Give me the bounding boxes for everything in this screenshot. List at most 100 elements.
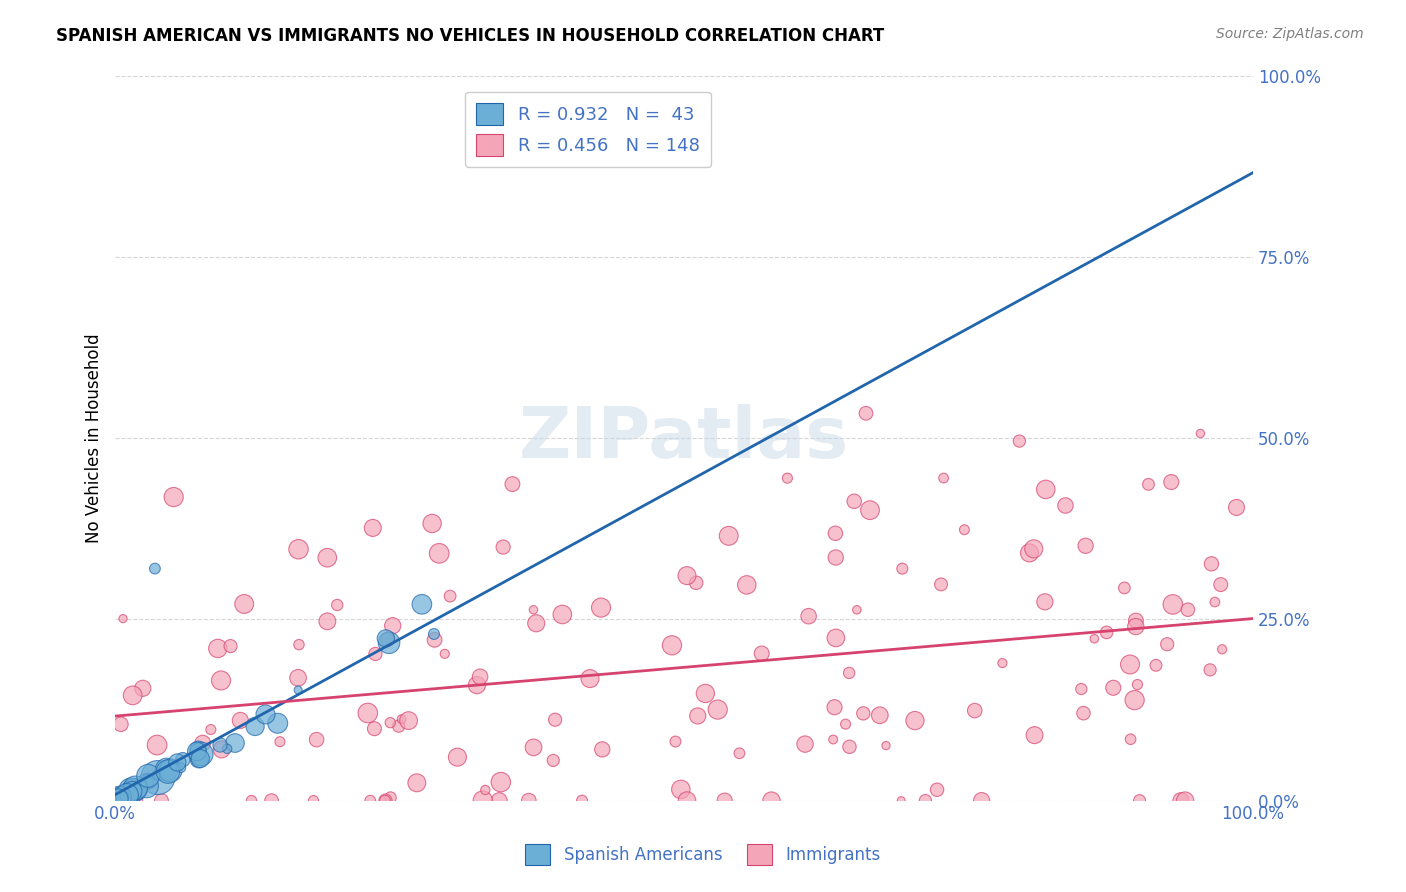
Point <box>172 753 194 767</box>
Point <box>488 794 510 808</box>
Point <box>551 607 574 622</box>
Point <box>150 794 173 808</box>
Point <box>1160 475 1182 489</box>
Point <box>1144 658 1167 673</box>
Point <box>991 656 1014 670</box>
Point <box>664 734 686 748</box>
Text: Source: ZipAtlas.com: Source: ZipAtlas.com <box>1216 27 1364 41</box>
Point <box>287 671 309 685</box>
Point <box>187 752 209 766</box>
Point <box>156 764 179 779</box>
Point <box>302 794 325 808</box>
Point <box>107 791 129 805</box>
Point <box>229 714 252 728</box>
Legend: Spanish Americans, Immigrants: Spanish Americans, Immigrants <box>515 834 891 875</box>
Point <box>1119 732 1142 747</box>
Point <box>524 616 547 631</box>
Point <box>735 578 758 592</box>
Point <box>929 577 952 591</box>
Point <box>121 784 143 798</box>
Point <box>420 516 443 531</box>
Point <box>1126 677 1149 691</box>
Point <box>824 550 846 565</box>
Point <box>122 785 145 799</box>
Point <box>695 686 717 700</box>
Point <box>359 794 381 808</box>
Point <box>855 406 877 420</box>
Point <box>287 542 309 557</box>
Point <box>211 742 233 756</box>
Point <box>364 647 387 661</box>
Point <box>219 639 242 653</box>
Point <box>380 790 402 805</box>
Point <box>713 794 735 808</box>
Point <box>685 575 707 590</box>
Point <box>591 742 613 756</box>
Point <box>191 736 214 750</box>
Point <box>869 708 891 723</box>
Point <box>120 782 142 797</box>
Point <box>135 779 157 793</box>
Text: SPANISH AMERICAN VS IMMIGRANTS NO VEHICLES IN HOUSEHOLD CORRELATION CHART: SPANISH AMERICAN VS IMMIGRANTS NO VEHICL… <box>56 27 884 45</box>
Point <box>834 717 856 731</box>
Point <box>188 751 211 765</box>
Y-axis label: No Vehicles in Household: No Vehicles in Household <box>86 334 103 543</box>
Point <box>932 471 955 485</box>
Point <box>132 681 155 696</box>
Point <box>1123 693 1146 707</box>
Point <box>544 713 567 727</box>
Point <box>522 740 544 755</box>
Point <box>363 722 385 736</box>
Point <box>1114 581 1136 595</box>
Point <box>135 775 157 789</box>
Point <box>146 771 169 785</box>
Point <box>489 775 512 789</box>
Point <box>925 782 948 797</box>
Point <box>1083 632 1105 646</box>
Point <box>423 627 446 641</box>
Point <box>155 763 177 777</box>
Point <box>240 794 263 808</box>
Point <box>288 638 311 652</box>
Point <box>1095 625 1118 640</box>
Point <box>1033 595 1056 609</box>
Point <box>1161 598 1184 612</box>
Point <box>287 682 309 697</box>
Point <box>824 526 846 541</box>
Point <box>875 739 897 753</box>
Point <box>269 735 291 749</box>
Point <box>517 794 540 808</box>
Point <box>217 741 239 756</box>
Point <box>377 632 399 647</box>
Point <box>163 490 186 504</box>
Point <box>118 787 141 801</box>
Point <box>122 783 145 797</box>
Point <box>136 769 159 783</box>
Point <box>411 597 433 611</box>
Point <box>439 589 461 603</box>
Point <box>125 782 148 797</box>
Point <box>110 790 132 805</box>
Point <box>838 665 860 680</box>
Point <box>823 732 845 747</box>
Point <box>859 503 882 517</box>
Point <box>159 764 181 778</box>
Point <box>474 783 496 797</box>
Point <box>166 756 188 770</box>
Point <box>260 794 283 808</box>
Point <box>208 738 231 752</box>
Point <box>1170 794 1192 808</box>
Point <box>1137 477 1160 491</box>
Point <box>114 794 136 808</box>
Point <box>398 714 420 728</box>
Point <box>187 742 209 756</box>
Point <box>207 641 229 656</box>
Point <box>1054 499 1077 513</box>
Point <box>374 794 396 808</box>
Point <box>200 723 222 737</box>
Point <box>1024 728 1046 742</box>
Point <box>571 794 593 808</box>
Point <box>794 737 817 751</box>
Point <box>115 788 138 802</box>
Point <box>1073 706 1095 721</box>
